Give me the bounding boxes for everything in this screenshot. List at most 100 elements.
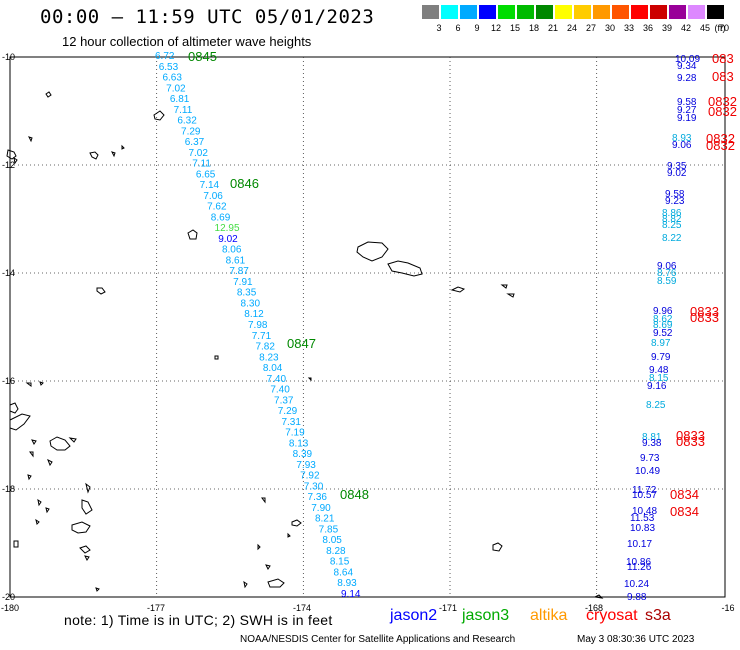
swh-value: 7.29 bbox=[278, 406, 298, 417]
time-label: 0848 bbox=[340, 487, 369, 502]
satellite-name: jason3 bbox=[462, 607, 510, 624]
page-subtitle: 12 hour collection of altimeter wave hei… bbox=[62, 34, 312, 49]
track-west: 6.726.536.637.026.817.116.327.296.377.02… bbox=[155, 49, 369, 600]
lon-label: -177 bbox=[147, 603, 165, 613]
time-label: 083 bbox=[712, 51, 734, 66]
island-outline bbox=[187, 229, 198, 240]
map-frame bbox=[9, 56, 726, 598]
swh-value: 8.35 bbox=[237, 288, 257, 299]
lon-label: -171 bbox=[439, 603, 457, 613]
swh-value: 7.90 bbox=[311, 503, 331, 514]
time-label: 0846 bbox=[230, 176, 259, 191]
island-outline bbox=[506, 293, 515, 298]
swh-value: 8.21 bbox=[315, 514, 335, 525]
swh-value: 8.30 bbox=[241, 298, 261, 309]
swh-value: 8.04 bbox=[263, 363, 283, 374]
swh-value: 12.95 bbox=[215, 223, 240, 234]
swh-value: 9.52 bbox=[653, 328, 673, 339]
legend-label: 42 bbox=[680, 23, 691, 33]
satellite-name: cryosat bbox=[586, 607, 638, 624]
legend-label: 33 bbox=[623, 23, 634, 33]
swh-value: 9.14 bbox=[341, 589, 361, 600]
swh-value: 7.93 bbox=[296, 460, 316, 471]
legend-label: 27 bbox=[585, 23, 596, 33]
swh-value: 7.02 bbox=[166, 83, 186, 94]
swh-value: 7.19 bbox=[285, 428, 305, 439]
island-outline bbox=[9, 402, 19, 414]
swh-value: 10.48 bbox=[632, 506, 657, 517]
swh-value: 10.17 bbox=[627, 539, 652, 550]
island-outline bbox=[31, 439, 37, 445]
swh-value: 9.02 bbox=[667, 168, 687, 179]
swh-value: 6.32 bbox=[177, 116, 197, 127]
legend-label: 12 bbox=[490, 23, 501, 33]
swh-value: 6.65 bbox=[196, 169, 216, 180]
island-outline bbox=[68, 437, 77, 443]
island-outline bbox=[71, 521, 91, 534]
legend-label: 3 bbox=[436, 23, 442, 33]
legend-swatch bbox=[593, 5, 610, 19]
swh-value: 10.83 bbox=[630, 523, 655, 534]
swh-value: 8.25 bbox=[646, 400, 666, 411]
island-outline bbox=[261, 497, 266, 504]
swh-value: 8.69 bbox=[653, 320, 673, 331]
legend-label: 30 bbox=[604, 23, 615, 33]
time-label: 0833 bbox=[676, 428, 705, 443]
swh-value: 7.85 bbox=[319, 524, 339, 535]
time-label: 0832 bbox=[708, 104, 737, 119]
legend-label: 39 bbox=[661, 23, 672, 33]
swh-value: 10.09 bbox=[675, 54, 700, 65]
swh-value: 7.40 bbox=[270, 385, 290, 396]
island-outline bbox=[95, 587, 100, 592]
swh-value: 9.28 bbox=[677, 73, 697, 84]
swh-value: 8.97 bbox=[651, 338, 671, 349]
legend-swatch bbox=[650, 5, 667, 19]
coastline bbox=[6, 91, 604, 599]
swh-value: 10.24 bbox=[624, 579, 649, 590]
swh-value: 11.26 bbox=[627, 562, 652, 573]
swh-value: 7.87 bbox=[229, 266, 249, 277]
satellite-name: s3a bbox=[645, 607, 671, 624]
swh-value: 7.98 bbox=[248, 320, 268, 331]
island-outline bbox=[45, 507, 50, 514]
lat-label: -10 bbox=[2, 52, 15, 62]
swh-value: 8.13 bbox=[289, 438, 309, 449]
island-outline bbox=[593, 594, 604, 599]
lat-label: -14 bbox=[2, 268, 15, 278]
swh-value: 7.71 bbox=[252, 331, 272, 342]
island-outline bbox=[28, 136, 33, 143]
swh-value: 6.53 bbox=[159, 62, 179, 73]
time-label: 0834 bbox=[670, 504, 699, 519]
lat-label: -16 bbox=[2, 376, 15, 386]
island-outline bbox=[265, 564, 271, 570]
swh-value: 8.76 bbox=[657, 268, 677, 279]
swh-value: 7.02 bbox=[188, 148, 208, 159]
legend-swatch bbox=[536, 5, 553, 19]
swh-value: 7.37 bbox=[274, 395, 294, 406]
swh-value: 9.88 bbox=[627, 592, 647, 603]
swh-value: 9.06 bbox=[672, 140, 692, 151]
island-outline bbox=[356, 241, 389, 262]
swh-value: 7.40 bbox=[267, 374, 287, 385]
legend-label: 6 bbox=[455, 23, 461, 33]
island-outline bbox=[307, 377, 312, 382]
swh-value: 9.23 bbox=[665, 196, 685, 207]
swh-value: 8.06 bbox=[222, 245, 242, 256]
swh-value: 10.57 bbox=[632, 490, 657, 501]
legend-swatch bbox=[631, 5, 648, 19]
island-outline bbox=[27, 474, 32, 481]
swh-value: 8.15 bbox=[330, 557, 350, 568]
satellite-name: jason2 bbox=[390, 607, 438, 624]
swh-value: 7.14 bbox=[200, 180, 220, 191]
legend-swatch bbox=[479, 5, 496, 19]
swh-value: 8.69 bbox=[211, 212, 231, 223]
island-outline bbox=[111, 151, 116, 158]
island-outline bbox=[45, 91, 52, 98]
swh-value: 6.63 bbox=[162, 73, 182, 84]
swh-value: 8.39 bbox=[293, 449, 313, 460]
swh-value: 7.62 bbox=[207, 202, 227, 213]
swh-value: 9.19 bbox=[677, 113, 697, 124]
swh-value: 11.53 bbox=[630, 513, 655, 524]
footer-timestamp: May 3 08:30:36 UTC 2023 bbox=[577, 634, 695, 645]
